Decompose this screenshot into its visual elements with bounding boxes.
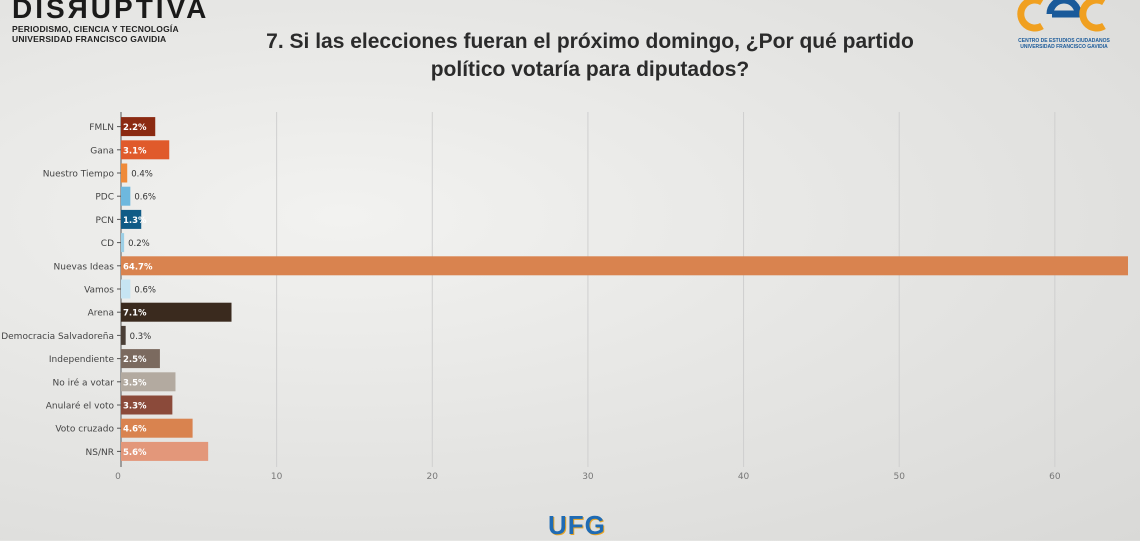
category-label: Independiente <box>49 355 115 365</box>
category-label: PCN <box>96 216 114 226</box>
x-tick-label: 10 <box>271 472 283 482</box>
data-label: 7.1% <box>123 309 147 319</box>
bar <box>121 418 193 438</box>
cec-logo-icon <box>1017 0 1106 32</box>
category-label: FMLN <box>89 123 114 133</box>
data-label: 3.5% <box>123 378 147 388</box>
data-label: 64.7% <box>123 262 153 272</box>
brand-name: DISЯUPTIVA <box>12 0 210 24</box>
bar-chart: 0 10 20 30 40 50 60 FMLN 2.2% Gana 3.1% Nuestro Tie… <box>1 112 1128 482</box>
bar <box>121 349 160 369</box>
category-label: No iré a votar <box>53 377 115 388</box>
x-tick-label: 50 <box>893 472 905 482</box>
data-label: 4.6% <box>123 425 147 435</box>
bar <box>121 441 209 461</box>
brand-subtitle-2: UNIVERSIDAD FRANCISCO GAVIDIA <box>12 34 167 44</box>
data-label: 2.2% <box>123 123 147 133</box>
data-label: 0.6% <box>134 286 156 296</box>
data-label: 5.6% <box>123 448 147 458</box>
category-label: Gana <box>90 146 114 156</box>
bar <box>121 395 173 415</box>
category-label: Arena <box>88 309 114 319</box>
bar <box>121 233 125 253</box>
data-label: 3.3% <box>123 402 147 412</box>
data-label: 2.5% <box>123 355 147 365</box>
data-label: 0.3% <box>130 332 152 342</box>
chart-title-line-2: político votaría para diputados? <box>430 58 750 81</box>
cec-caption-2: UNIVERSIDAD FRANCISCO GAVIDIA <box>1020 44 1108 50</box>
data-label: 0.4% <box>131 170 153 180</box>
bar <box>121 186 131 206</box>
x-tick-label: 60 <box>1049 472 1061 482</box>
category-label: Vamos <box>84 286 114 296</box>
category-label: PDC <box>95 193 114 203</box>
cec-caption-1: CENTRO DE ESTUDIOS CIUDADANOS <box>1018 38 1110 44</box>
x-tick-label: 0 <box>115 472 121 482</box>
chart-title-line-1: 7. Si las elecciones fueran el próximo d… <box>266 30 914 53</box>
chart-title: 7. Si las elecciones fueran el próximo d… <box>195 28 985 84</box>
category-label: NS/NR <box>86 448 114 458</box>
ufg-logo: UFG <box>548 510 606 540</box>
cec-logo: CENTRO DE ESTUDIOS CIUDADANOS UNIVERSIDA… <box>1008 0 1120 50</box>
category-label: Nuevas Ideas <box>54 262 115 272</box>
data-label: 3.1% <box>123 146 147 156</box>
category-label: CD <box>101 239 114 249</box>
bar <box>121 140 170 160</box>
bar <box>121 372 176 392</box>
bar <box>121 279 131 299</box>
bar <box>121 209 142 229</box>
bar <box>121 117 156 137</box>
bar <box>121 325 126 345</box>
x-tick-label: 40 <box>738 472 750 482</box>
data-label: 0.2% <box>128 239 150 249</box>
bar <box>121 302 232 322</box>
category-label: Democracia Salvadoreña <box>1 332 114 342</box>
data-label: 0.6% <box>134 193 156 203</box>
x-tick-label: 30 <box>582 472 594 482</box>
bar <box>121 163 128 183</box>
x-tick-label: 20 <box>427 472 439 482</box>
data-label: 1.3% <box>123 216 147 226</box>
bar <box>121 256 1128 276</box>
brand-subtitle-1: PERIODISMO, CIENCIA Y TECNOLOGÍA <box>12 24 179 34</box>
category-label: Anularé el voto <box>46 401 115 412</box>
category-label: Voto cruzado <box>55 425 114 435</box>
disruptiva-logo: DISЯUPTIVA PERIODISMO, CIENCIA Y TECNOLO… <box>12 0 210 44</box>
category-label: Nuestro Tiempo <box>43 170 115 180</box>
